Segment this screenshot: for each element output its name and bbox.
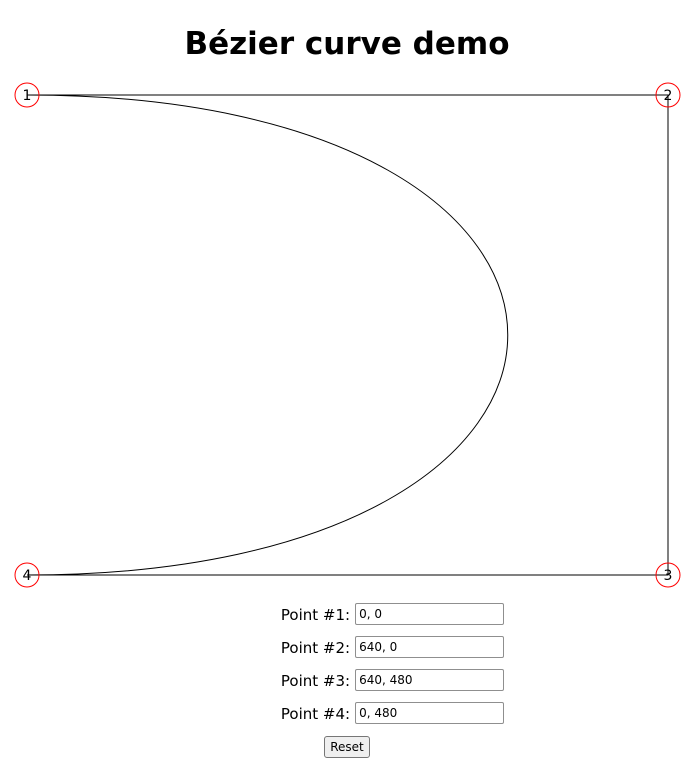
control-point-2-handle[interactable]: 2	[655, 82, 681, 108]
point-4-input[interactable]	[355, 702, 505, 724]
point-4-label: Point #4:	[280, 705, 351, 723]
reset-button[interactable]: Reset	[324, 736, 370, 758]
control-point-1-number: 1	[23, 88, 32, 104]
control-point-4-handle[interactable]: 4	[14, 562, 40, 588]
point-row-3: Point #3:	[0, 669, 694, 702]
control-point-1-handle[interactable]: 1	[14, 82, 40, 108]
point-row-1: Point #1:	[0, 603, 694, 636]
point-row-4: Point #4:	[0, 702, 694, 735]
bezier-curve	[26, 94, 509, 576]
point-3-label: Point #3:	[280, 672, 351, 690]
point-form: Point #1: Point #2: Point #3: Point #4: …	[0, 603, 694, 758]
control-point-2-number: 2	[664, 88, 673, 104]
control-point-4-number: 4	[23, 568, 32, 584]
control-point-4-circle[interactable]	[14, 562, 40, 588]
point-3-input[interactable]	[355, 669, 505, 691]
point-2-label: Point #2:	[280, 639, 351, 657]
control-polygon	[27, 94, 669, 576]
bezier-canvas[interactable]: 1 2 3 4	[0, 80, 694, 590]
point-1-label: Point #1:	[280, 606, 351, 624]
control-point-2-circle[interactable]	[655, 82, 681, 108]
point-2-input[interactable]	[355, 636, 505, 658]
control-point-3-circle[interactable]	[655, 562, 681, 588]
control-point-1-circle[interactable]	[14, 82, 40, 108]
point-row-2: Point #2:	[0, 636, 694, 669]
bezier-drawing[interactable]: 1 2 3 4	[0, 80, 694, 590]
point-1-input[interactable]	[355, 603, 505, 625]
control-point-3-number: 3	[664, 568, 673, 584]
control-point-3-handle[interactable]: 3	[655, 562, 681, 588]
page-title: Bézier curve demo	[184, 26, 510, 62]
